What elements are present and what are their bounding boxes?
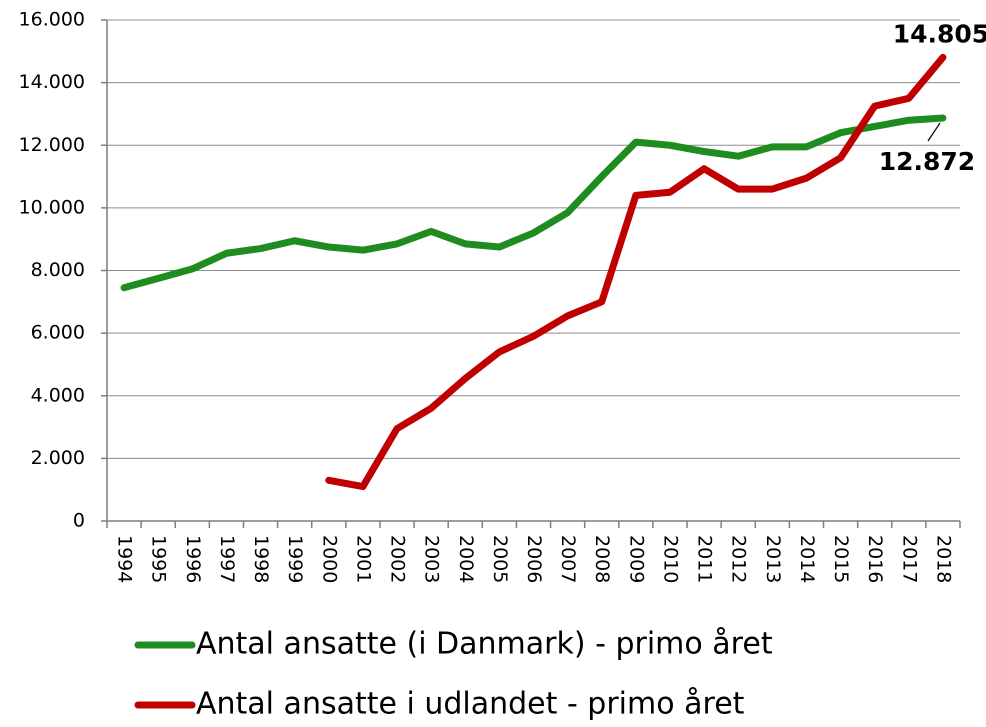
x-tick-label: 2014 (796, 535, 818, 583)
x-tick-label: 1996 (182, 535, 204, 583)
y-tick-label: 12.000 (19, 134, 85, 156)
x-tick-label: 2003 (421, 535, 443, 583)
data-label: 14.805 (893, 19, 986, 48)
x-tick-label: 2001 (352, 535, 374, 583)
series-line (120, 114, 947, 292)
x-tick-label: 2013 (762, 535, 784, 583)
series-line (325, 53, 947, 491)
legend-label: Antal ansatte i udlandet - primo året (196, 687, 745, 722)
x-tick-label: 2017 (898, 535, 920, 583)
leader-line (927, 122, 941, 142)
y-tick-label: 8.000 (31, 259, 85, 281)
legend-label: Antal ansatte (i Danmark) - primo året (196, 627, 773, 662)
x-tick-label: 2004 (455, 535, 477, 583)
x-tick-label: 2007 (557, 535, 579, 583)
x-tick-label: 2010 (659, 535, 681, 583)
x-tick-label: 2018 (932, 535, 954, 583)
x-tick-label: 2005 (489, 535, 511, 583)
y-tick-label: 16.000 (19, 9, 85, 31)
x-tick-label: 2008 (591, 535, 613, 583)
x-tick-label: 1994 (114, 535, 136, 583)
x-tick-label: 2011 (694, 535, 716, 583)
y-tick-label: 4.000 (31, 384, 85, 406)
y-tick-label: 10.000 (19, 196, 85, 218)
x-tick-label: 2002 (387, 535, 409, 583)
x-tick-label: 2009 (625, 535, 647, 583)
y-tick-label: 0 (73, 510, 85, 532)
x-tick-label: 1997 (216, 535, 238, 583)
x-tick-label: 1999 (284, 535, 306, 583)
y-tick-label: 6.000 (31, 322, 85, 344)
x-tick-label: 1995 (148, 535, 170, 583)
x-tick-label: 2012 (728, 535, 750, 583)
data-label: 12.872 (879, 147, 975, 176)
x-tick-label: 2015 (830, 535, 852, 583)
x-tick-label: 2016 (864, 535, 886, 583)
x-tick-label: 1998 (250, 535, 272, 583)
y-tick-label: 14.000 (19, 71, 85, 93)
y-tick-label: 2.000 (31, 447, 85, 469)
x-tick-label: 2006 (523, 535, 545, 583)
x-tick-label: 2000 (318, 535, 340, 583)
